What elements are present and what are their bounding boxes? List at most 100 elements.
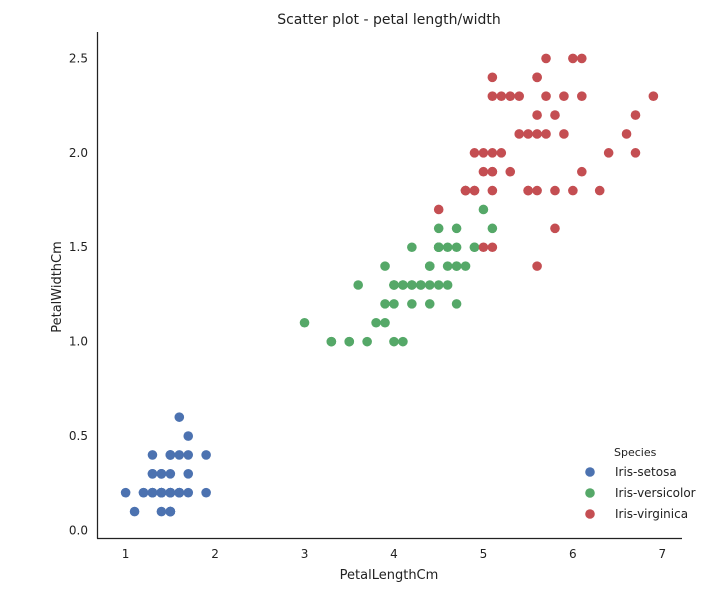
data-point: [577, 91, 587, 101]
data-point: [398, 280, 408, 290]
x-tick-label: 4: [390, 547, 398, 561]
chart-title: Scatter plot - petal length/width: [277, 12, 501, 28]
data-point: [541, 129, 551, 139]
data-point: [514, 129, 525, 139]
data-point: [433, 204, 444, 215]
data-point: [156, 469, 167, 479]
legend-marker: [585, 509, 595, 519]
data-point: [621, 129, 632, 139]
data-point: [532, 110, 542, 120]
data-point: [577, 53, 587, 64]
data-point: [389, 336, 399, 347]
legend-marker: [585, 467, 595, 477]
data-point: [603, 148, 614, 158]
data-point: [416, 280, 426, 290]
data-point: [433, 223, 444, 234]
data-point: [478, 204, 489, 215]
data-point: [201, 450, 211, 460]
data-point: [156, 506, 167, 517]
data-point: [487, 148, 498, 158]
data-point: [362, 336, 372, 347]
y-tick-labels: 0.0 0.5 1.0 1.5 2.0 2.5: [69, 51, 88, 537]
data-point: [165, 469, 176, 479]
data-point: [523, 129, 533, 139]
data-point: [407, 242, 417, 253]
data-point: [407, 280, 417, 290]
data-point: [478, 166, 489, 177]
y-tick-label: 2.0: [69, 146, 88, 160]
legend-title: Species: [614, 446, 657, 459]
data-point: [559, 91, 569, 101]
x-tick-label: 5: [480, 547, 488, 561]
x-tick-label: 2: [211, 547, 219, 561]
data-point: [514, 91, 525, 101]
y-tick-label: 2.5: [69, 51, 88, 65]
data-point: [559, 129, 569, 139]
data-point: [496, 148, 507, 158]
data-point: [487, 242, 498, 253]
data-point: [469, 148, 480, 158]
data-point: [183, 487, 194, 498]
data-point: [174, 487, 185, 498]
series-iris-virginica: [433, 53, 659, 271]
data-point: [424, 299, 435, 309]
data-point: [165, 450, 176, 460]
data-point: [532, 129, 542, 139]
data-point: [487, 166, 498, 177]
data-point: [380, 317, 390, 328]
data-point: [550, 110, 560, 120]
data-point: [174, 450, 185, 460]
x-tick-label: 6: [569, 547, 577, 561]
data-point: [541, 91, 551, 101]
y-axis-label: PetalWidthCm: [50, 241, 65, 333]
data-point: [407, 299, 417, 309]
data-points: [120, 53, 659, 517]
data-point: [165, 506, 176, 517]
data-point: [156, 487, 167, 498]
y-tick-label: 1.0: [69, 335, 88, 349]
data-point: [442, 280, 453, 290]
data-point: [451, 242, 462, 253]
data-point: [532, 72, 542, 83]
data-point: [433, 280, 444, 290]
data-point: [389, 280, 399, 290]
data-point: [380, 261, 390, 271]
data-point: [469, 185, 480, 196]
data-point: [487, 91, 498, 101]
data-point: [550, 185, 560, 196]
data-point: [371, 317, 381, 328]
series-iris-versicolor: [299, 185, 498, 347]
data-point: [380, 299, 390, 309]
data-point: [505, 91, 516, 101]
data-point: [505, 166, 516, 177]
data-point: [201, 487, 211, 498]
data-point: [138, 487, 149, 498]
data-point: [183, 431, 194, 441]
data-point: [532, 261, 542, 271]
data-point: [120, 487, 131, 498]
data-point: [487, 223, 498, 234]
x-axis-label: PetalLengthCm: [340, 568, 439, 583]
data-point: [478, 242, 489, 253]
data-point: [147, 487, 158, 498]
data-point: [442, 261, 453, 271]
data-point: [648, 91, 659, 101]
data-point: [541, 53, 551, 64]
data-point: [424, 261, 435, 271]
data-point: [174, 412, 185, 422]
data-point: [550, 223, 560, 234]
data-point: [451, 223, 462, 234]
data-point: [460, 185, 471, 196]
x-tick-label: 1: [122, 547, 130, 561]
data-point: [487, 72, 498, 83]
data-point: [577, 166, 587, 177]
data-point: [594, 185, 605, 196]
x-tick-label: 3: [301, 547, 309, 561]
legend-label: Iris-setosa: [615, 465, 677, 479]
y-tick-label: 1.5: [69, 240, 88, 254]
data-point: [353, 280, 363, 290]
data-point: [129, 506, 140, 517]
legend-label: Iris-versicolor: [615, 486, 696, 500]
data-point: [147, 450, 158, 460]
